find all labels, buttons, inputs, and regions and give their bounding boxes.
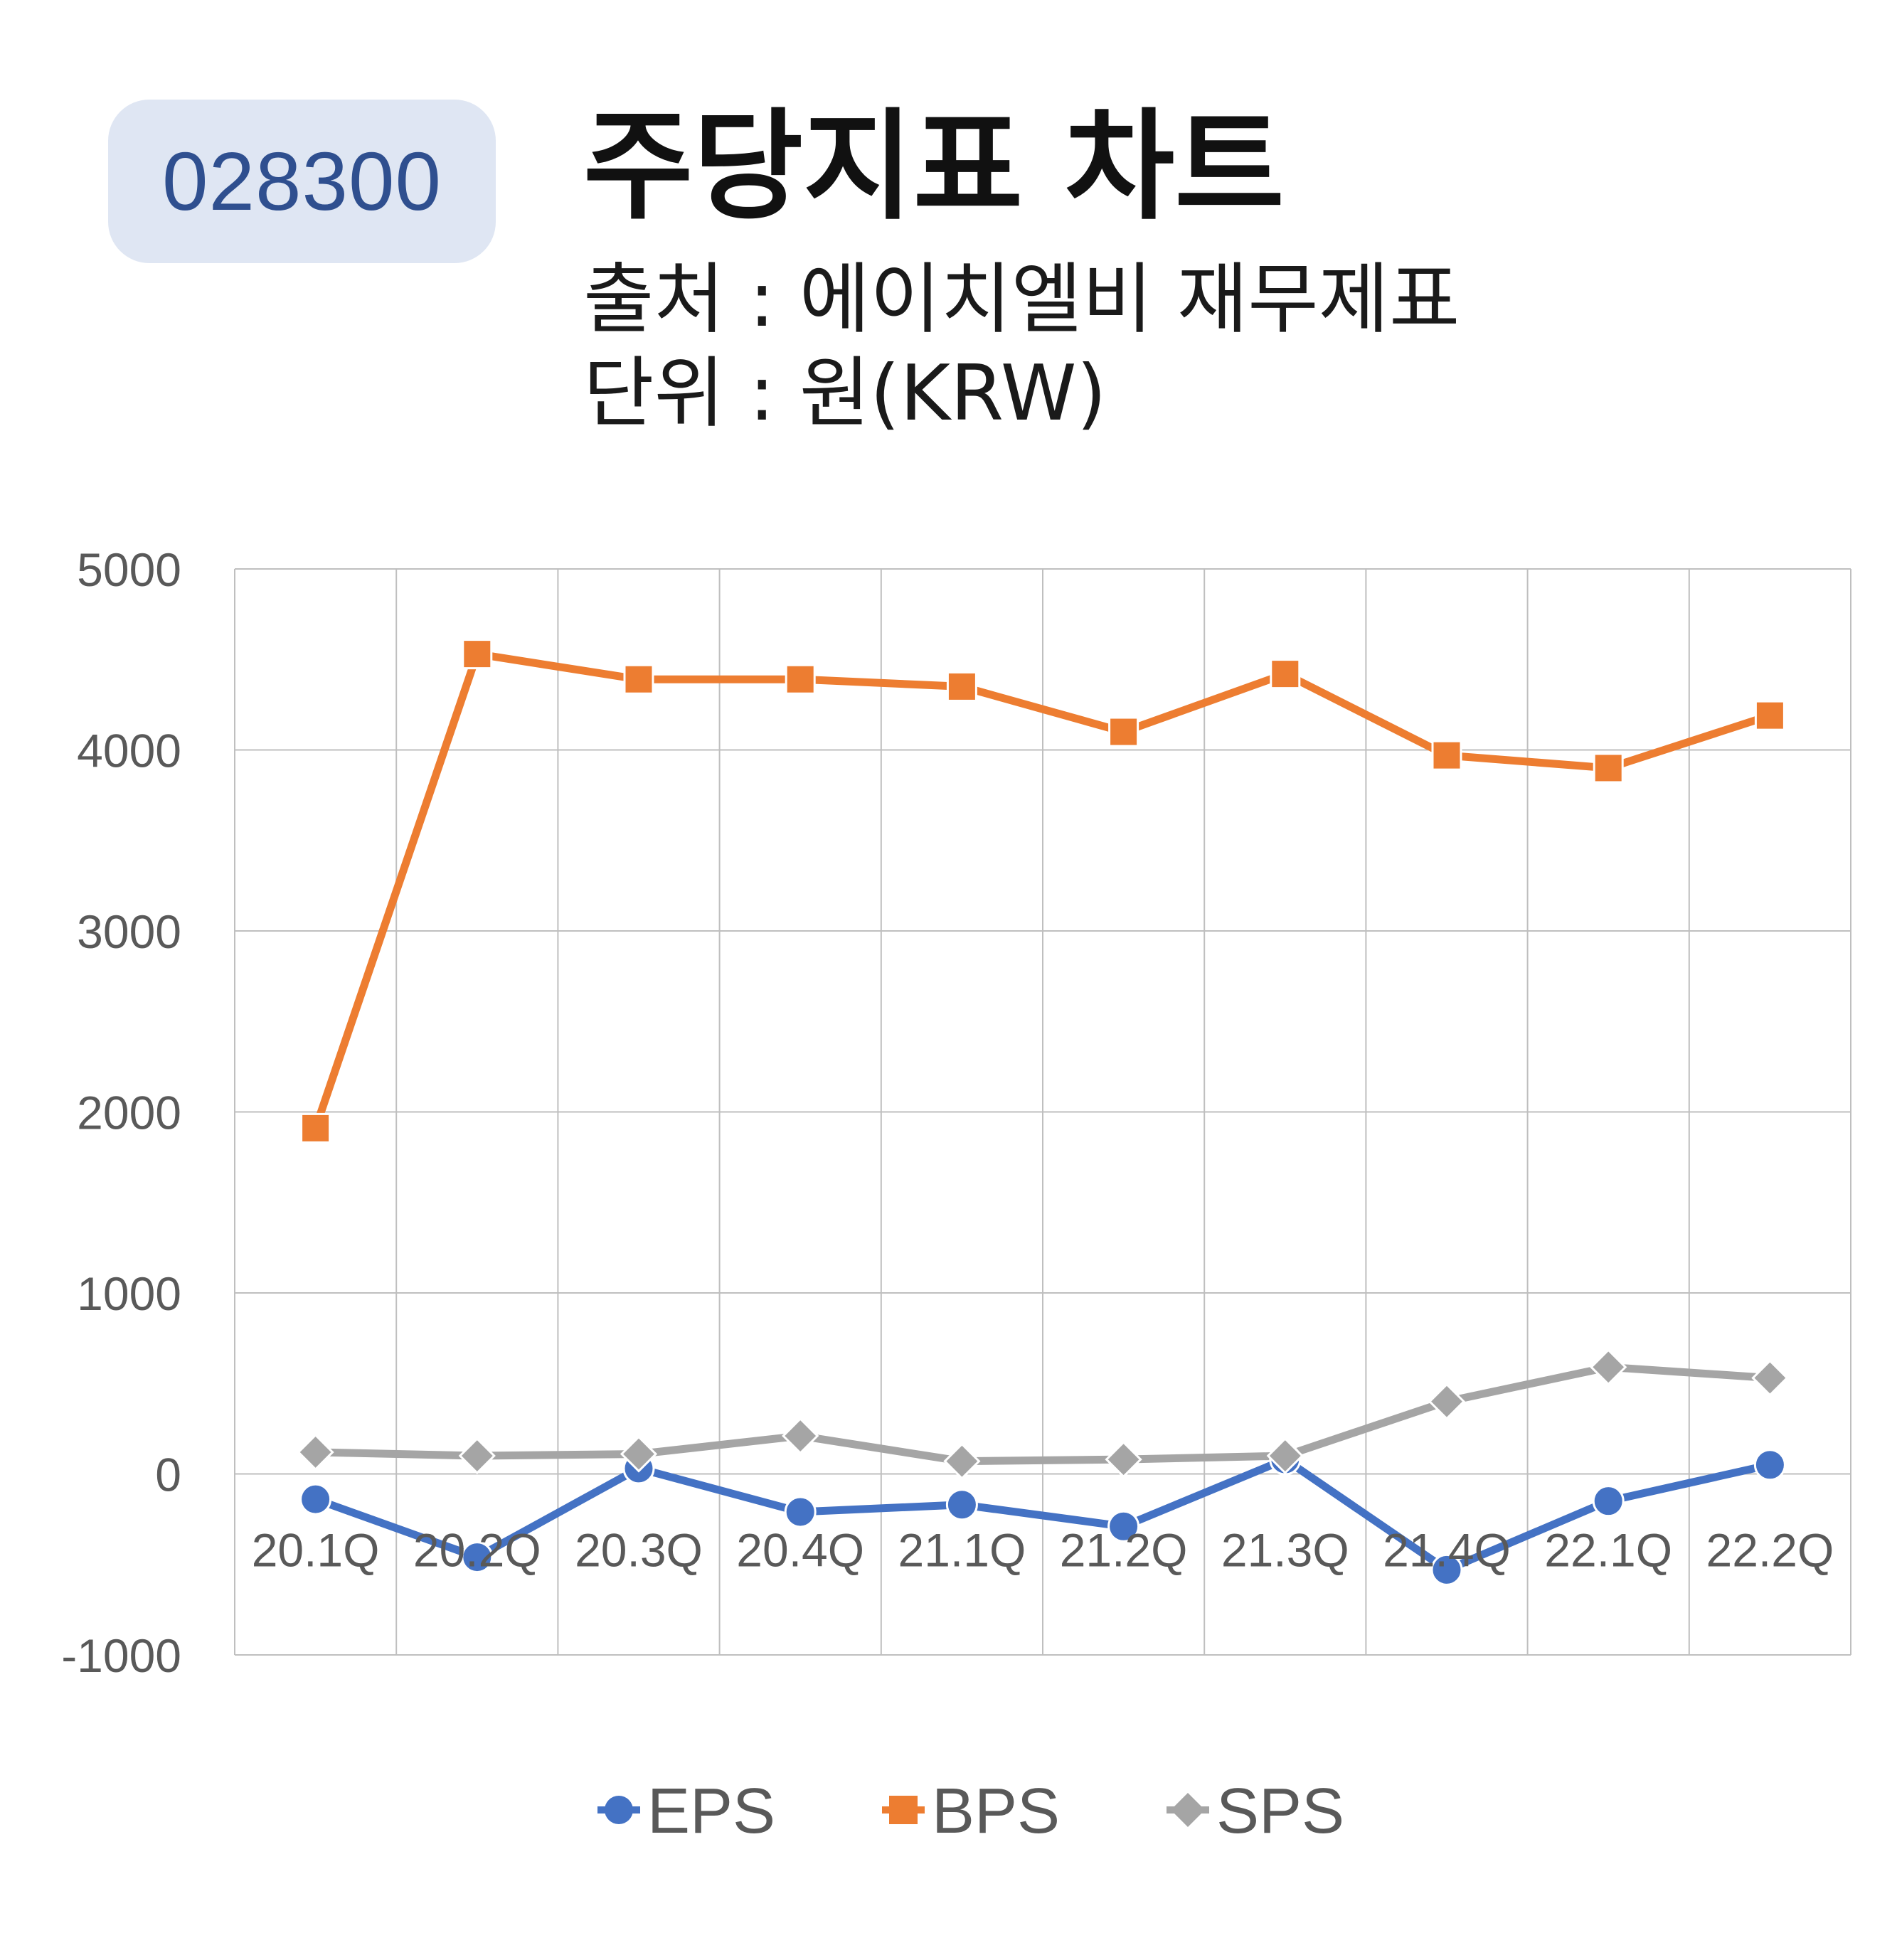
legend-label-eps: EPS [647, 1776, 775, 1847]
page-title: 주당지표 차트 [583, 97, 1285, 236]
sps-point [943, 1442, 981, 1480]
legend-label-bps: BPS [932, 1776, 1060, 1847]
sps-point [1105, 1441, 1142, 1479]
eps-point [945, 1488, 978, 1521]
y-tick-label: 3000 [77, 905, 181, 958]
x-tick-label: 20.1Q [252, 1524, 380, 1577]
sps-point [458, 1437, 496, 1475]
eps-point [1592, 1485, 1625, 1518]
bps-point [946, 671, 977, 702]
sps-point [1428, 1383, 1466, 1420]
sps-point [620, 1435, 658, 1473]
bps-point [1754, 700, 1785, 731]
sps-point [1590, 1348, 1627, 1386]
bps-line [312, 650, 1774, 1132]
bps-point [462, 639, 493, 670]
bps-point [1593, 752, 1624, 784]
x-tick-label: 20.2Q [413, 1524, 541, 1577]
x-tick-label: 21.3Q [1221, 1524, 1349, 1577]
legend-marker-square [889, 1796, 918, 1824]
sps-line [312, 1363, 1774, 1466]
x-tick-label: 21.2Q [1060, 1524, 1188, 1577]
eps-point [1430, 1553, 1463, 1586]
stock-code-badge: 028300 [108, 100, 496, 263]
eps-point [461, 1541, 494, 1574]
x-tick-label: 22.1Q [1544, 1524, 1672, 1577]
source-text: 출처 : 에이치엘비 재무제표 [583, 255, 1460, 344]
bps-point [300, 1112, 331, 1144]
x-tick-label: 22.2Q [1706, 1524, 1834, 1577]
legend-marker-diamond [1171, 1793, 1205, 1827]
y-tick-label: -1000 [61, 1629, 181, 1682]
sps-point [297, 1433, 334, 1471]
legend-label-sps: SPS [1216, 1776, 1344, 1847]
bps-point [1270, 659, 1301, 690]
x-tick-label: 21.1Q [898, 1524, 1026, 1577]
stock-code: 028300 [161, 135, 442, 228]
x-tick-label: 20.3Q [575, 1524, 703, 1577]
eps-point [1107, 1510, 1140, 1543]
sps-point [782, 1417, 819, 1455]
bps-point [785, 664, 816, 695]
eps-point [784, 1496, 817, 1528]
unit-text: 단위 : 원(KRW) [583, 349, 1107, 438]
y-tick-label: 0 [155, 1449, 181, 1501]
y-tick-label: 4000 [77, 725, 181, 777]
sps-point [1751, 1359, 1789, 1397]
eps-point [1753, 1449, 1786, 1481]
bps-point [1108, 716, 1139, 747]
eps-point [299, 1483, 332, 1516]
legend-marker-circle [605, 1796, 633, 1824]
x-tick-label: 20.4Q [736, 1524, 864, 1577]
bps-point [623, 664, 654, 695]
sps-point [1266, 1437, 1304, 1475]
y-tick-label: 2000 [77, 1087, 181, 1139]
bps-point [1431, 740, 1462, 771]
x-tick-label: 21.4Q [1383, 1524, 1511, 1577]
y-tick-label: 5000 [77, 543, 181, 596]
eps-line [312, 1455, 1774, 1574]
y-tick-label: 1000 [77, 1267, 181, 1320]
